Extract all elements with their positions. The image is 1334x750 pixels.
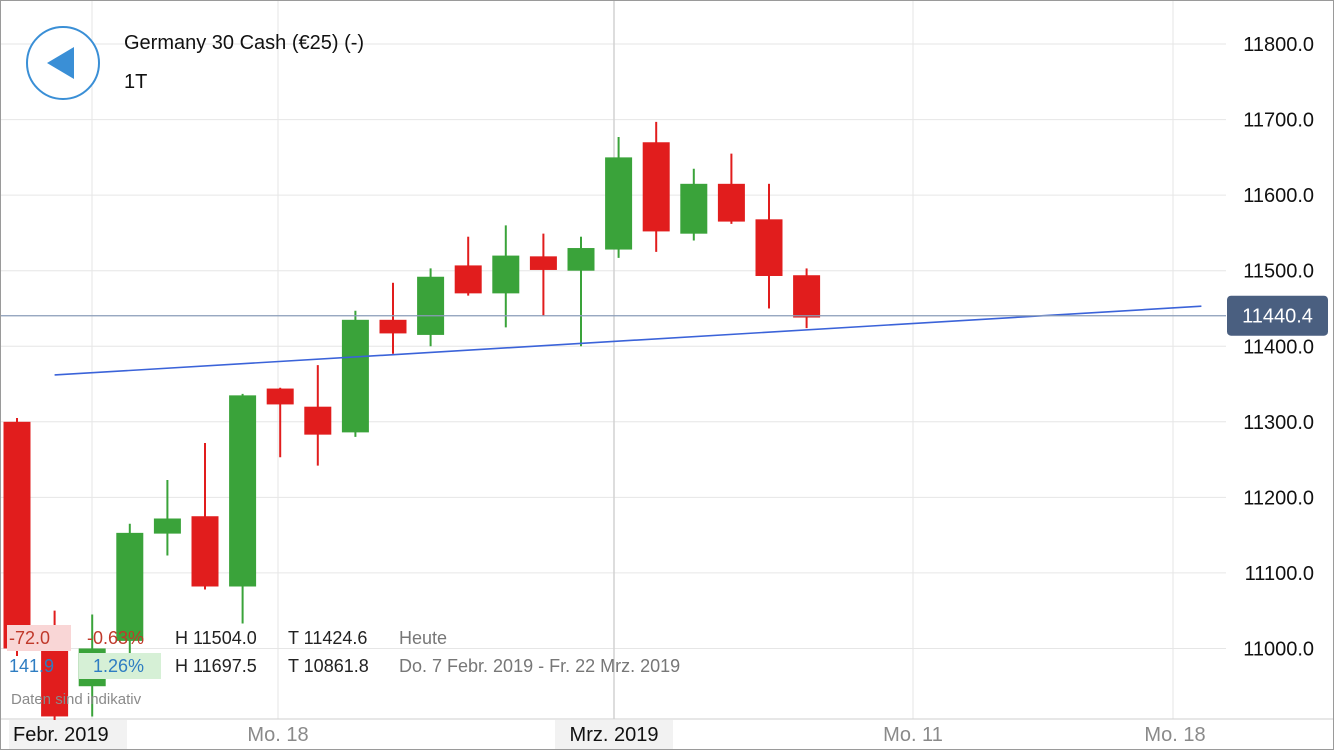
candle-body [717, 183, 745, 222]
x-tick-label: Mo. 11 [883, 724, 943, 746]
candle-body [417, 276, 445, 335]
candle-body [492, 255, 520, 294]
candle-body [41, 648, 69, 717]
back-arrow-icon [47, 47, 74, 79]
y-tick-label: 11000.0 [1243, 638, 1314, 660]
range-change: 141.9 [9, 656, 55, 676]
today-label: Heute [399, 628, 448, 648]
candle-body [153, 518, 181, 534]
candle-body [379, 319, 407, 334]
y-tick-label: 11200.0 [1243, 487, 1314, 509]
candle-body [605, 157, 633, 250]
x-tick-label: Mo. 18 [1144, 724, 1205, 746]
y-tick-label: 11600.0 [1243, 185, 1314, 207]
candle-body [191, 516, 219, 587]
candle-body [3, 421, 31, 649]
back-button[interactable] [26, 26, 100, 100]
current-price-badge [1227, 295, 1328, 336]
disclaimer-text: Daten sind indikativ [11, 691, 142, 708]
candle-body [755, 219, 783, 276]
candle-body [567, 248, 595, 271]
range-low: T 10861.8 [288, 656, 369, 676]
today-percent: -0.63% [87, 628, 145, 648]
candle-body [793, 275, 821, 318]
candle-body [454, 265, 482, 294]
x-label-bg [555, 720, 673, 749]
trendline [54, 305, 1202, 376]
candle-body [116, 532, 144, 641]
timeframe-label[interactable]: 1T [124, 71, 148, 93]
candle-body [266, 388, 294, 405]
instrument-title: Germany 30 Cash (€25) (-) [124, 32, 365, 54]
today-high: H 11504.0 [175, 628, 257, 648]
range-label: Do. 7 Febr. 2019 - Fr. 22 Mrz. 2019 [399, 656, 681, 676]
x-label-bg [9, 720, 127, 749]
candle-body [341, 319, 369, 433]
range-percent: 1.26% [79, 653, 161, 679]
current-price-label: 11440.4 [1242, 306, 1313, 328]
x-tick-label: Febr. 2019 [13, 724, 109, 746]
candle-body [680, 183, 708, 234]
y-tick-label: 11400.0 [1243, 336, 1314, 358]
range-high: H 11697.5 [175, 656, 257, 676]
y-tick-label: 11700.0 [1243, 110, 1314, 132]
y-tick-label: 11800.0 [1243, 34, 1314, 56]
candle-body [304, 406, 332, 435]
y-tick-label: 11100.0 [1245, 563, 1314, 585]
y-tick-label: 11300.0 [1243, 412, 1314, 434]
x-tick-label: Mo. 18 [247, 724, 308, 746]
candle-body [229, 395, 257, 587]
today-low: T 11424.6 [288, 628, 368, 648]
y-tick-label: 11500.0 [1243, 261, 1314, 283]
x-tick-label: Mrz. 2019 [570, 724, 659, 746]
candle-body [642, 142, 670, 232]
candle-body [529, 256, 557, 270]
today-change: -72.0 [7, 625, 71, 651]
